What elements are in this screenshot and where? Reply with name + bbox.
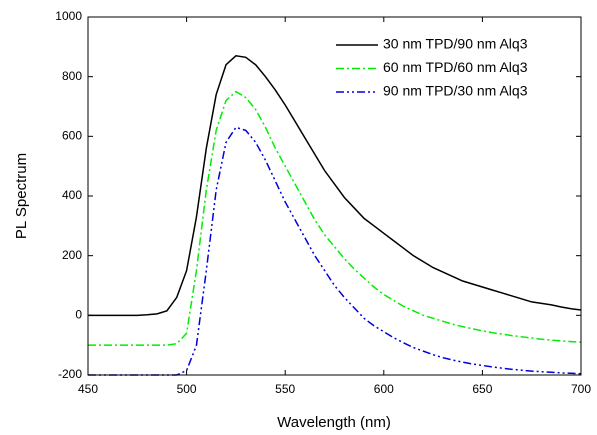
x-tick-label: 700	[571, 382, 591, 396]
y-axis-label: PL Spectrum	[13, 153, 30, 239]
data-line	[88, 90, 582, 346]
y-tick-label: 1000	[55, 9, 82, 23]
legend-label: 90 nm TPD/30 nm Alq3	[383, 83, 528, 99]
x-tick-label: 450	[78, 382, 98, 396]
y-tick-label: 600	[62, 129, 82, 143]
data-line	[88, 126, 582, 376]
y-tick-label: 200	[62, 248, 82, 262]
y-tick-label: 0	[75, 308, 82, 322]
y-tick-label: -200	[58, 367, 82, 381]
y-tick-label: 800	[62, 69, 82, 83]
x-tick-label: 550	[275, 382, 295, 396]
x-axis-label: Wavelength (nm)	[277, 414, 391, 431]
x-tick-label: 650	[472, 382, 492, 396]
data-line	[88, 54, 582, 317]
legend-label: 60 nm TPD/60 nm Alq3	[383, 59, 528, 75]
x-tick-label: 600	[374, 382, 394, 396]
y-tick-label: 400	[62, 188, 82, 202]
x-tick-label: 500	[177, 382, 197, 396]
plot-frame	[87, 16, 582, 376]
legend-label: 30 nm TPD/90 nm Alq3	[383, 36, 528, 52]
